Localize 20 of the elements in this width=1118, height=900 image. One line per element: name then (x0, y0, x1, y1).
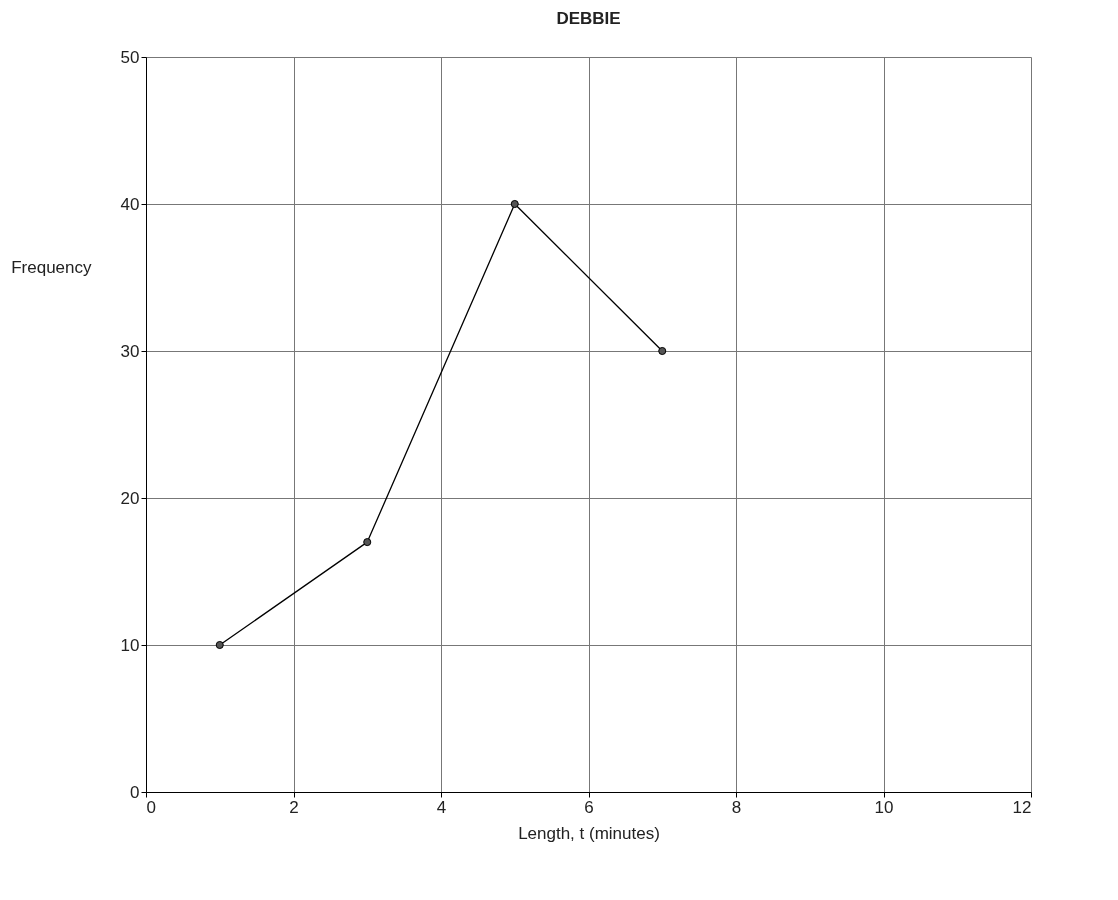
point (658, 346, 667, 356)
y-tick-label: 50 (120, 47, 140, 67)
y-tick-label: 30 (120, 341, 140, 361)
x-tick-label: 6 (584, 797, 594, 817)
chart-title: DEBBIE (556, 9, 621, 28)
x-tick-label: 12 (1012, 797, 1032, 817)
y-tick-label: 0 (130, 782, 140, 802)
x-tick-label: 4 (436, 797, 447, 817)
x-tick-label: 8 (731, 797, 742, 817)
y-tick-label: 20 (120, 488, 140, 508)
x-axis-title: Length, t (minutes) (518, 823, 660, 843)
y-tick-label: 10 (120, 635, 140, 655)
x-tick-label: 0 (146, 797, 156, 817)
point (215, 640, 224, 650)
x-tick-label: 10 (874, 797, 894, 817)
y-tick-label: 40 (120, 194, 140, 214)
point (363, 538, 372, 547)
y-axis-title: Frequency (11, 257, 92, 277)
x-tick-label: 2 (289, 797, 299, 817)
point (510, 199, 519, 209)
